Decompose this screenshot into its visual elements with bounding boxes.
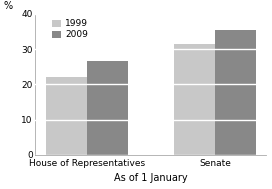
Legend: 1999, 2009: 1999, 2009 (51, 19, 89, 40)
Y-axis label: %: % (3, 1, 12, 11)
Bar (174, 44, 215, 155)
Bar (46, 77, 87, 155)
Bar (215, 30, 256, 155)
X-axis label: As of 1 January: As of 1 January (114, 174, 188, 184)
Bar (87, 61, 128, 155)
